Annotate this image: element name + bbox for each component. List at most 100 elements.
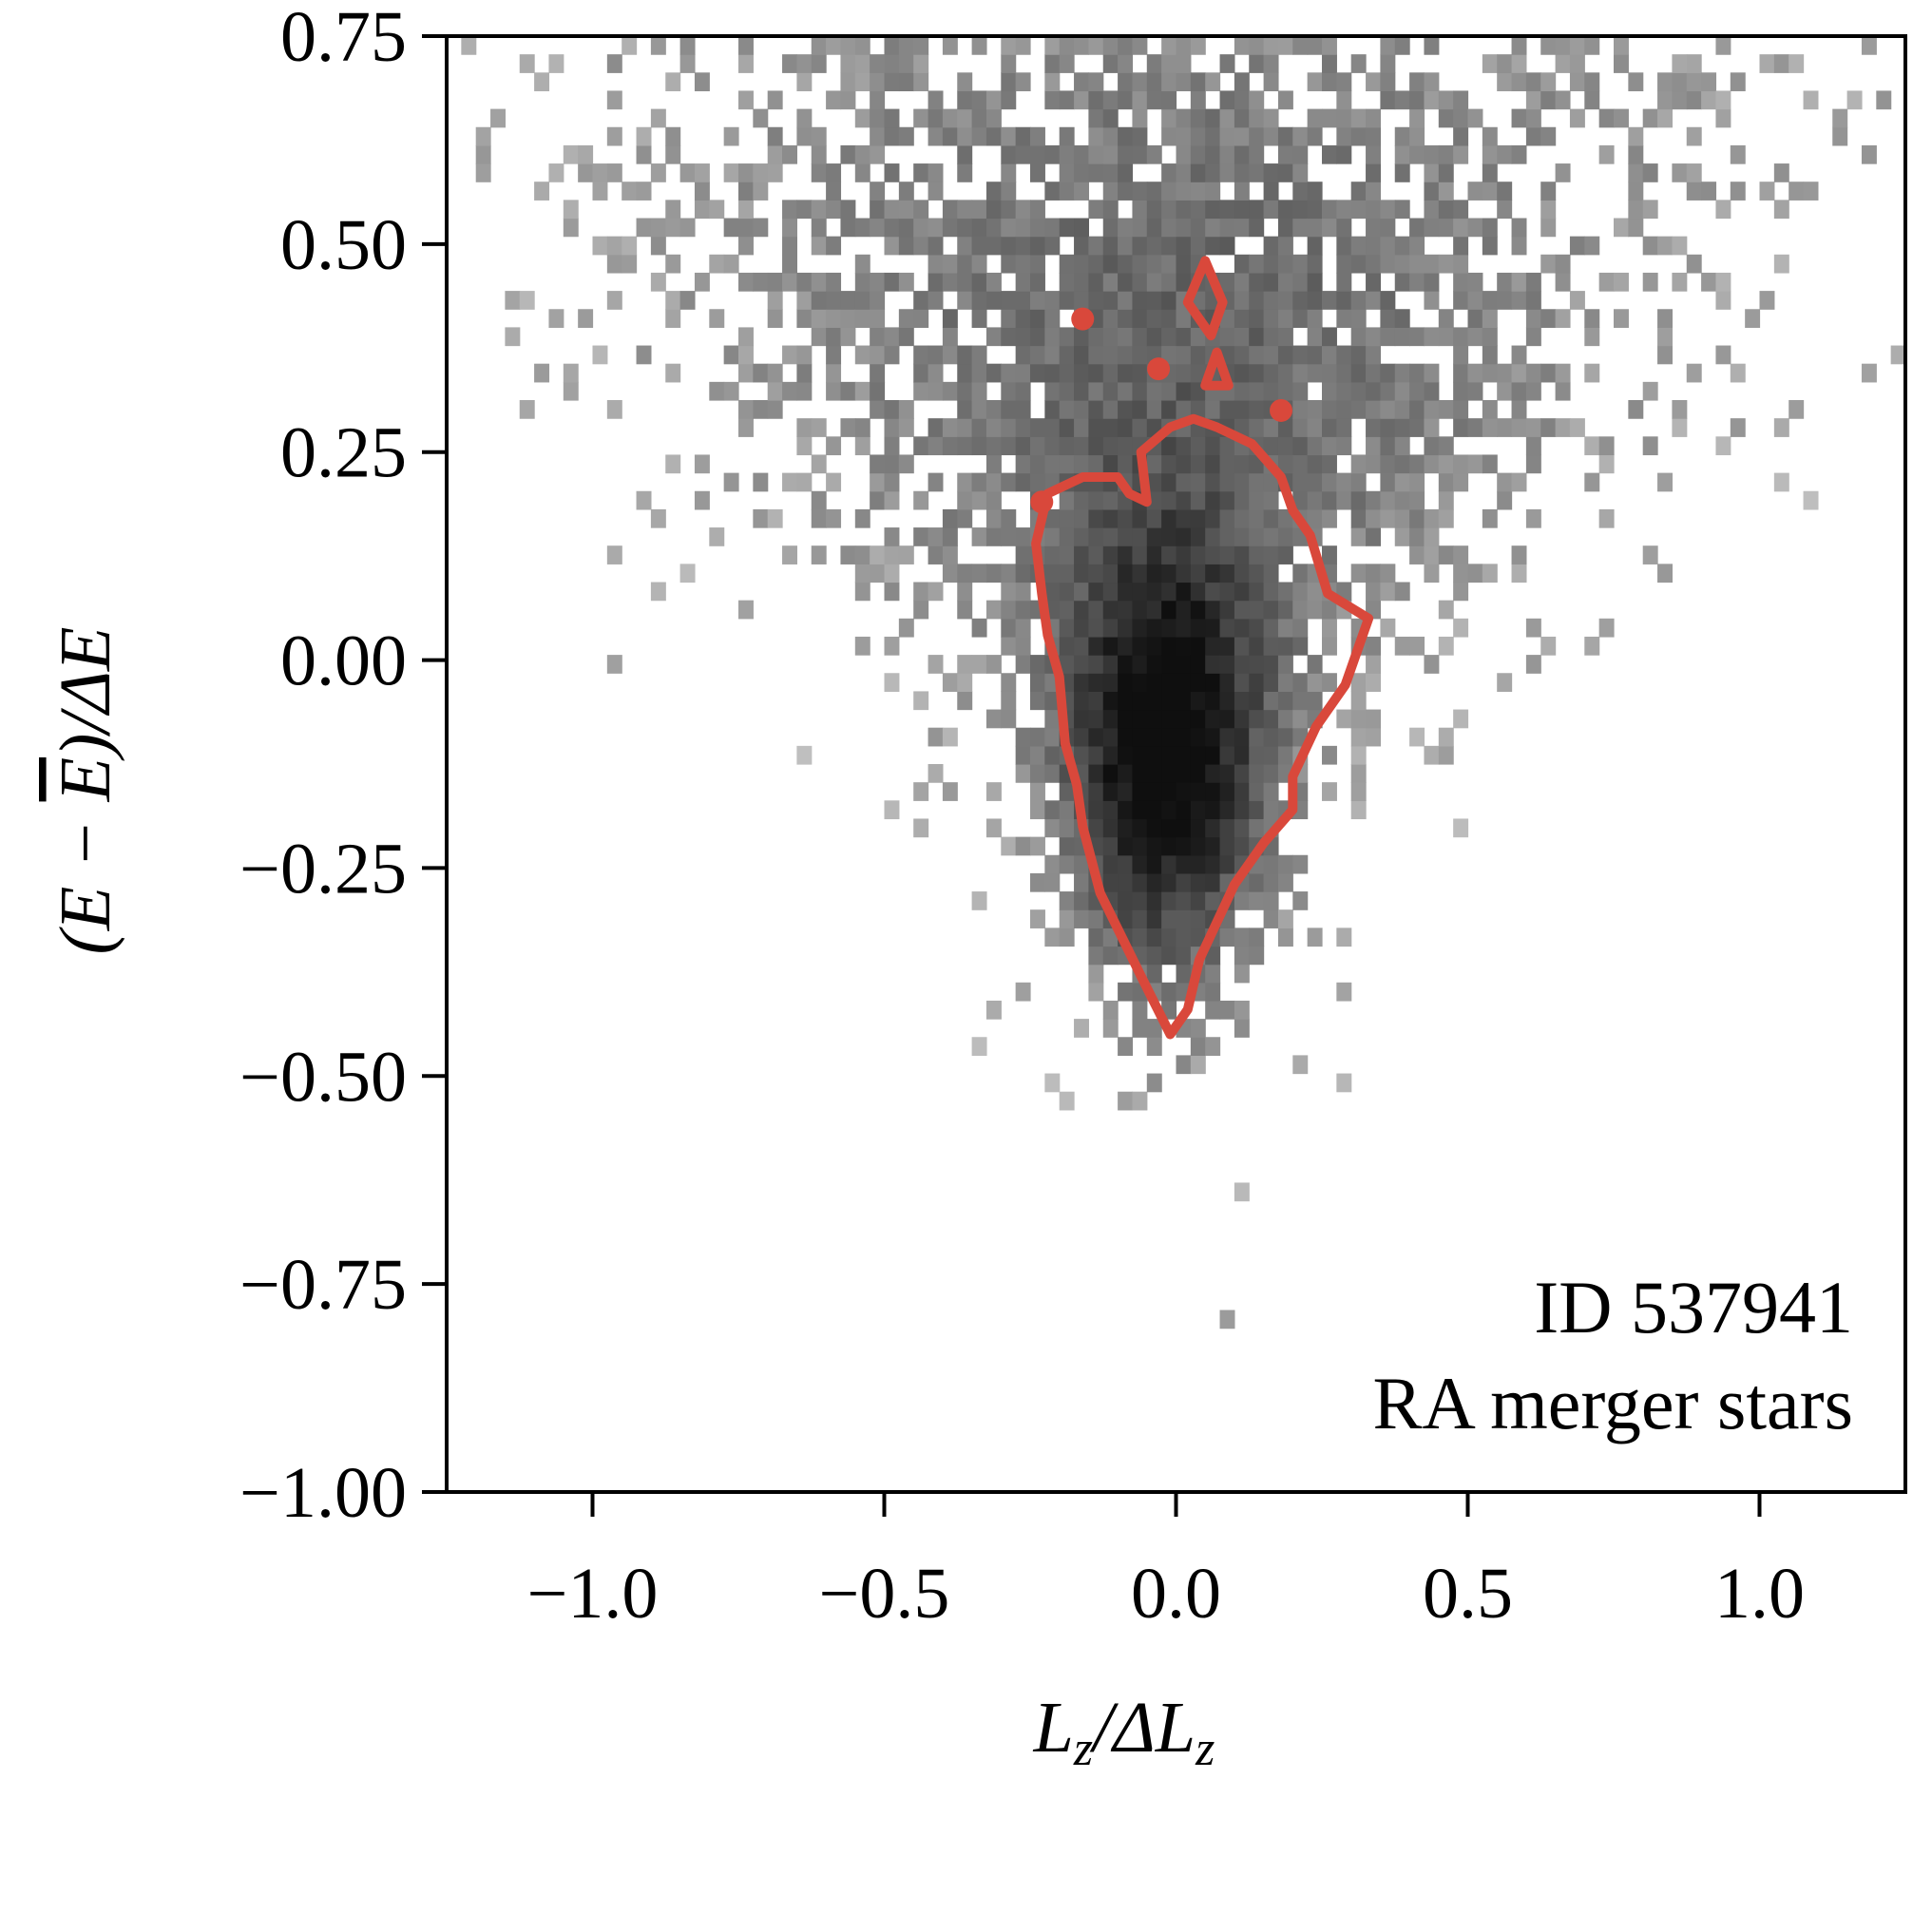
heatmap-cell: [1350, 691, 1367, 711]
heatmap-cell: [1745, 309, 1761, 328]
heatmap-cell: [709, 527, 725, 546]
heatmap-cell: [1074, 254, 1089, 274]
heatmap-cell: [1059, 854, 1075, 874]
heatmap-cell: [942, 564, 958, 583]
x-tick-label: 0.5: [1423, 1554, 1513, 1634]
y-tick-label: 0.25: [280, 413, 407, 493]
heatmap-cell: [1205, 600, 1221, 620]
heatmap-cell: [1497, 381, 1513, 401]
heatmap-cell: [1438, 490, 1454, 510]
heatmap-cell: [563, 218, 579, 238]
heatmap-cell: [1190, 872, 1206, 892]
heatmap-cell: [1366, 72, 1381, 92]
heatmap-cell: [1001, 418, 1017, 437]
heatmap-cell: [1146, 1037, 1162, 1056]
heatmap-cell: [1030, 727, 1045, 747]
heatmap-cell: [1292, 144, 1309, 164]
heatmap-cell: [1467, 454, 1483, 474]
heatmap-cell: [1146, 964, 1162, 984]
heatmap-cell: [1118, 90, 1134, 110]
heatmap-cell: [1132, 928, 1148, 947]
heatmap-cell: [1146, 508, 1162, 528]
heatmap-cell: [1146, 72, 1162, 92]
heatmap-cell: [1438, 600, 1454, 620]
heatmap-cell: [985, 400, 1002, 419]
heatmap-cell: [1438, 218, 1454, 238]
heatmap-cell: [1277, 200, 1293, 220]
heatmap-cell: [840, 381, 856, 401]
heatmap-cell: [1497, 418, 1513, 437]
heatmap-cell: [1146, 254, 1162, 274]
heatmap-cell: [1366, 454, 1381, 474]
heatmap-cell: [1190, 218, 1206, 238]
heatmap-cell: [1394, 126, 1410, 146]
heatmap-cell: [1467, 272, 1483, 292]
heatmap-cell: [723, 163, 739, 182]
heatmap-cell: [1146, 327, 1162, 347]
heatmap-cell: [1088, 745, 1104, 765]
heatmap-cell: [1205, 582, 1221, 602]
heatmap-cell: [1190, 673, 1206, 692]
heatmap-cell: [1453, 291, 1469, 310]
heatmap-cell: [1015, 600, 1031, 620]
heatmap-cell: [1118, 909, 1134, 928]
heatmap-cell: [898, 400, 914, 419]
heatmap-cell: [1044, 872, 1061, 892]
heatmap-cell: [1146, 928, 1162, 947]
heatmap-cell: [1088, 36, 1104, 55]
heatmap-cell: [1497, 490, 1513, 510]
y-tick-label: 0.75: [280, 0, 407, 77]
heatmap-cell: [1482, 182, 1498, 201]
heatmap-cell: [1102, 490, 1119, 510]
heatmap-cell: [1074, 655, 1089, 674]
heatmap-cell: [1102, 272, 1119, 292]
heatmap-cell: [1074, 36, 1089, 55]
heatmap-cell: [1366, 436, 1381, 456]
heatmap-cell: [1176, 327, 1192, 347]
heatmap-cell: [1759, 182, 1775, 201]
heatmap-cell: [1205, 163, 1221, 182]
heatmap-cell: [1249, 564, 1265, 583]
heatmap-cell: [1511, 291, 1527, 310]
heatmap-cell: [1044, 72, 1061, 92]
heatmap-cell: [1205, 655, 1221, 674]
heatmap-cell: [1001, 327, 1017, 347]
heatmap-cell: [971, 527, 987, 546]
heatmap-cell: [1453, 618, 1469, 638]
heatmap-cell: [1249, 472, 1265, 492]
heatmap-cell: [1322, 291, 1337, 310]
heatmap-cell: [1059, 800, 1075, 820]
heatmap-cell: [1074, 327, 1089, 347]
heatmap-cell: [1161, 600, 1177, 620]
heatmap-cell: [1001, 363, 1017, 383]
heatmap-cell: [796, 418, 813, 437]
heatmap-cell: [870, 126, 886, 146]
heatmap-cell: [1205, 636, 1221, 656]
heatmap-cell: [1525, 454, 1541, 474]
heatmap-cell: [1234, 90, 1250, 110]
heatmap-cell: [884, 36, 900, 55]
heatmap-cell: [1307, 327, 1323, 347]
heatmap-cell: [1205, 745, 1221, 765]
heatmap-cell: [1190, 36, 1206, 55]
x-axis-label: Lz/ΔLz: [1033, 1688, 1215, 1776]
heatmap-cell: [1249, 418, 1265, 437]
heatmap-cell: [1277, 545, 1293, 564]
y-tick-label: 0.50: [280, 205, 407, 285]
heatmap-cell: [1715, 36, 1731, 55]
heatmap-cell: [928, 727, 944, 747]
heatmap-cell: [1190, 527, 1206, 546]
heatmap-cell: [870, 272, 886, 292]
heatmap-cell: [1482, 236, 1498, 256]
heatmap-cell: [884, 72, 900, 92]
heatmap-cell: [782, 381, 797, 401]
heatmap-cell: [1176, 236, 1192, 256]
heatmap-cell: [1438, 182, 1454, 201]
heatmap-cell: [1030, 200, 1045, 220]
heatmap-cell: [971, 272, 987, 292]
heatmap-cell: [1234, 327, 1250, 347]
heatmap-cell: [1219, 618, 1235, 638]
heatmap-cell: [1088, 946, 1104, 966]
heatmap-cell: [1832, 126, 1848, 146]
heatmap-cell: [606, 291, 622, 310]
